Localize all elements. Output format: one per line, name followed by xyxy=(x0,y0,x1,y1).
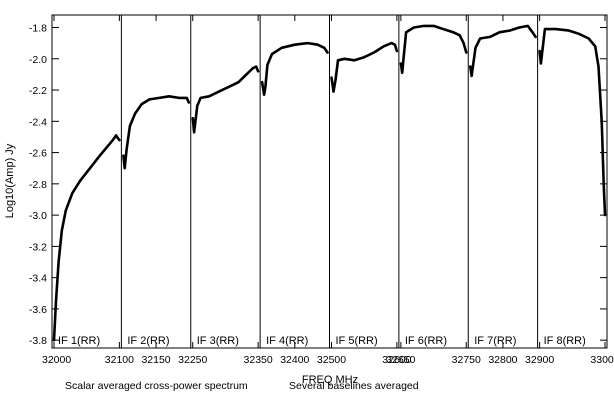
if-label: IF 5(RR) xyxy=(336,335,378,347)
if-spectrum-line xyxy=(191,65,260,134)
y-tick-label: -2.0 xyxy=(29,54,47,66)
x-tick-label: 32900 xyxy=(525,354,554,366)
y-axis-label: Log10(Amp) Jy xyxy=(4,143,16,218)
if-label: IF 8(RR) xyxy=(544,335,586,347)
if-spectrum-line xyxy=(122,95,191,170)
x-tick-label: 32100 xyxy=(105,354,134,366)
y-tick-label: -3.6 xyxy=(29,304,47,316)
x-tick-label: 33000 xyxy=(590,354,614,366)
if-label: IF 4(RR) xyxy=(266,335,308,347)
panel-dividers xyxy=(120,15,539,348)
if-label: IF 7(RR) xyxy=(474,335,516,347)
x-tick-label: 32000 xyxy=(42,354,71,366)
x-tick-label: 32250 xyxy=(178,354,207,366)
if-spectrum-line xyxy=(330,41,399,93)
x-tick-label: 32800 xyxy=(488,354,517,366)
if-spectrum-line xyxy=(469,24,537,78)
x-tick-label: 32400 xyxy=(280,354,309,366)
x-axis: 32000 32100 32150 32250 32350 32400 32500 32600… xyxy=(42,15,614,366)
y-tick-label: -1.8 xyxy=(29,23,47,35)
if-spectrum-line xyxy=(399,24,468,75)
y-tick-label: -2.6 xyxy=(29,148,47,160)
x-tick-label: 32350 xyxy=(244,354,273,366)
x-tick-label: 32650 xyxy=(386,354,415,366)
footer-left: Scalar averaged cross-power spectrum xyxy=(65,380,248,392)
y-tick-label: -2.8 xyxy=(29,179,47,191)
y-tick-label: -3.0 xyxy=(29,210,47,222)
x-tick-label: 32150 xyxy=(141,354,170,366)
y-axis: -1.8 -2.0 -2.2 -2.4 -2.6 -2.8 -3.0 -3.2 -3.4 -3.6… xyxy=(29,23,607,347)
x-tick-label: 32750 xyxy=(452,354,481,366)
y-tick-label: -3.8 xyxy=(29,335,47,347)
if-labels: IF 1(RR) IF 2(RR) IF 3(RR) IF 4(RR) IF 5(RR)… xyxy=(58,335,586,347)
x-axis-label: FREQ MHz xyxy=(302,374,358,386)
if-label: IF 6(RR) xyxy=(405,335,447,347)
if-label: IF 2(RR) xyxy=(127,335,169,347)
x-tick-label: 32500 xyxy=(317,354,346,366)
y-tick-label: -2.2 xyxy=(29,85,47,97)
if-spectrum-line xyxy=(538,27,607,217)
if-label: IF 1(RR) xyxy=(58,335,100,347)
if-spectrum-line xyxy=(52,134,121,342)
if-spectrum-line xyxy=(260,41,329,96)
y-tick-label: -3.2 xyxy=(29,241,47,253)
footer-right: Several baselines averaged xyxy=(289,380,419,392)
y-tick-label: -3.4 xyxy=(29,273,47,285)
y-tick-label: -2.4 xyxy=(29,116,47,128)
spectrum-series xyxy=(52,24,607,342)
x-tick-label: 32600 xyxy=(382,354,411,366)
if-label: IF 3(RR) xyxy=(197,335,239,347)
